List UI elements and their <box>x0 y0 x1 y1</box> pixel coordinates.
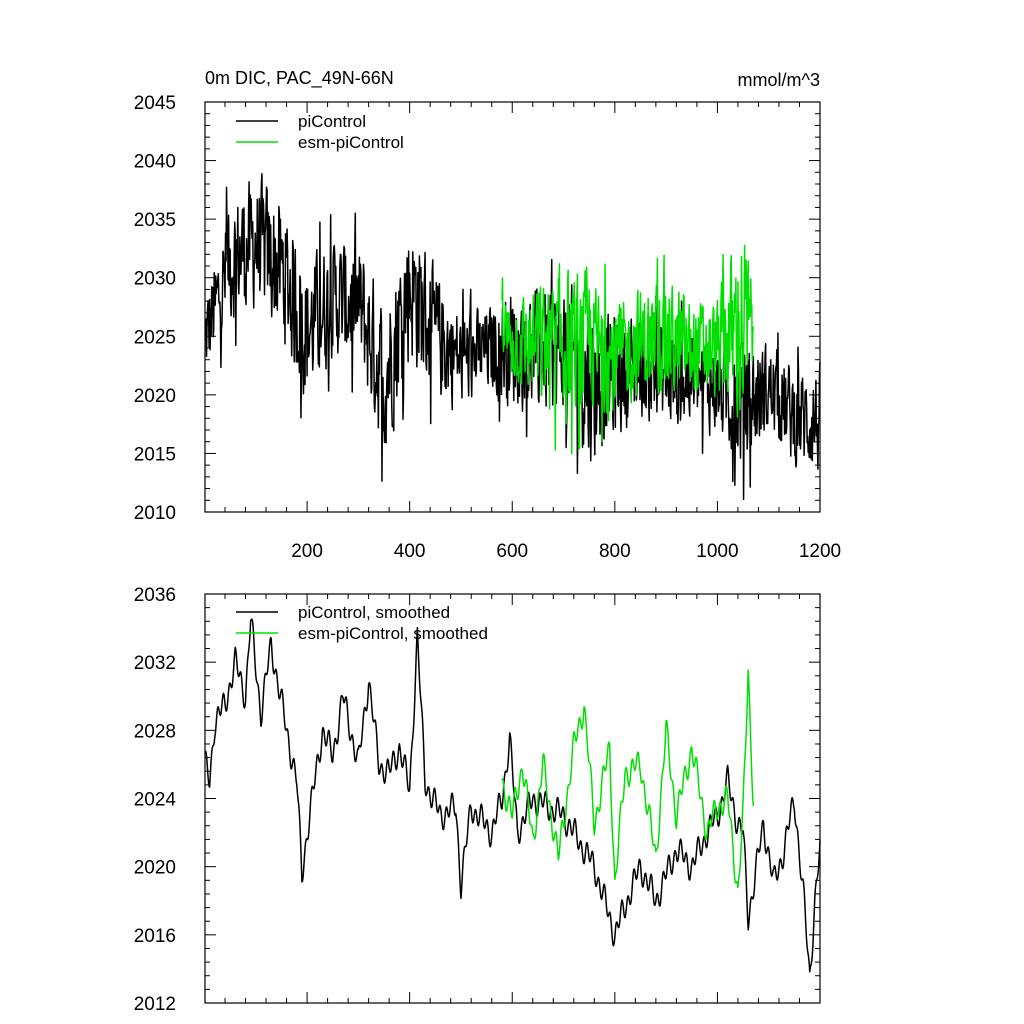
y-tick-label: 2016 <box>134 926 176 947</box>
top-panel: 0m DIC, PAC_49N-66N mmol/m^3 200 400 600 80… <box>134 68 841 562</box>
legend-label-1: esm-piControl <box>298 133 404 152</box>
series-line-0 <box>204 618 821 973</box>
x-tick-label: 400 <box>394 541 426 562</box>
x-tick-label: 800 <box>599 541 631 562</box>
legend-label-1: esm-piControl, smoothed <box>298 624 488 643</box>
x-tick-label: 1200 <box>799 541 841 562</box>
series-line-1 <box>501 669 755 889</box>
y-tick-label: 2030 <box>134 269 176 290</box>
y-tick-label: 2015 <box>134 444 176 465</box>
y-tick-label: 2028 <box>134 721 176 742</box>
series-line-0 <box>204 173 821 501</box>
y-tick-label: 2040 <box>134 152 176 173</box>
bottom-panel: 2012 2016 2020 2024 2028 2032 2036 piControl, s… <box>134 585 821 1015</box>
y-tick-label: 2020 <box>134 858 176 879</box>
y-tick-label: 2035 <box>134 210 176 231</box>
x-tick-label: 600 <box>496 541 528 562</box>
y-tick-label: 2010 <box>134 503 176 524</box>
legend-label-0: piControl, smoothed <box>298 603 450 622</box>
y-tick-label: 2020 <box>134 386 176 407</box>
plot-frame <box>204 101 821 513</box>
legend-label-0: piControl <box>298 112 366 131</box>
x-tick-label: 200 <box>291 541 323 562</box>
chart-title: 0m DIC, PAC_49N-66N <box>205 68 394 89</box>
y-tick-label: 2032 <box>134 653 176 674</box>
y-tick-label: 2045 <box>134 93 176 114</box>
y-tick-label: 2012 <box>134 994 176 1015</box>
y-tick-label: 2025 <box>134 327 176 348</box>
y-tick-label: 2024 <box>134 790 177 811</box>
series-line-1 <box>501 244 755 455</box>
y-tick-label: 2036 <box>134 585 176 606</box>
x-tick-label: 1000 <box>696 541 738 562</box>
units-label: mmol/m^3 <box>738 70 820 90</box>
